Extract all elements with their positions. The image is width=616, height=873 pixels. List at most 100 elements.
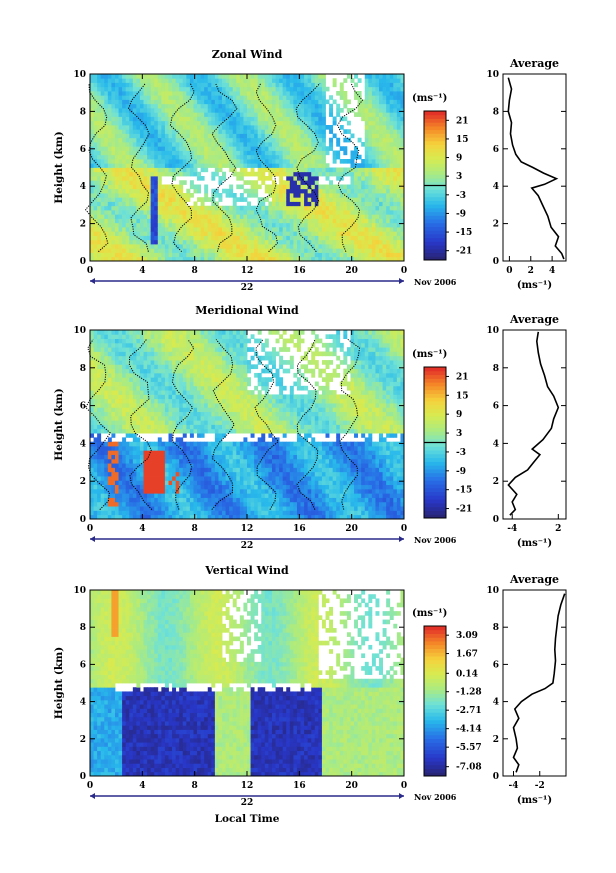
- heatmap-cell: [161, 514, 166, 520]
- heatmap-cell: [90, 239, 94, 245]
- heatmap-cell: [200, 218, 205, 224]
- heatmap-cell: [247, 188, 251, 194]
- contour-line: [127, 82, 150, 252]
- heatmap-cell: [107, 82, 112, 88]
- heatmap-cell: [222, 142, 226, 147]
- heatmap-cell: [172, 201, 177, 207]
- heatmap-cell: [150, 193, 155, 198]
- heatmap-cell: [93, 74, 98, 79]
- heatmap-cell: [264, 137, 269, 143]
- heatmap-cell: [350, 180, 355, 185]
- heatmap-cell: [189, 471, 194, 477]
- heatmap-cell: [332, 184, 337, 190]
- heatmap-cell: [97, 103, 102, 109]
- heatmap-cell: [304, 256, 309, 262]
- heatmap-cell: [332, 210, 337, 215]
- heatmap-cell: [114, 82, 119, 88]
- heatmap-cell: [218, 142, 223, 147]
- heatmap-cell: [93, 154, 98, 160]
- contour-line: [295, 82, 321, 253]
- heatmap-cell: [179, 116, 184, 122]
- heatmap-cell: [161, 493, 166, 498]
- heatmap-cell: [382, 137, 387, 143]
- heatmap-cell: [150, 214, 155, 219]
- heatmap-cell: [136, 437, 141, 443]
- heatmap-cell: [200, 167, 205, 173]
- heatmap-cell: [239, 244, 244, 249]
- heatmap-cell: [357, 210, 362, 215]
- heatmap-cell: [318, 154, 323, 160]
- heatmap-cell: [271, 150, 276, 156]
- heatmap-cell: [307, 137, 312, 143]
- heatmap-cell: [193, 78, 198, 83]
- heatmap-cell: [150, 377, 155, 382]
- heatmap-cell: [343, 256, 348, 262]
- heatmap-cell: [157, 227, 162, 232]
- heatmap-cell: [97, 407, 102, 413]
- heatmap-cell: [261, 231, 266, 236]
- heatmap-cell: [154, 394, 159, 400]
- heatmap-cell: [111, 488, 116, 494]
- heatmap-cell: [368, 171, 373, 177]
- colorbar-step: [424, 248, 446, 254]
- heatmap-cell: [118, 454, 123, 460]
- heatmap-cell: [100, 510, 105, 516]
- heatmap-cell: [129, 167, 134, 173]
- heatmap-cell: [329, 244, 334, 249]
- y-tick-label: 8: [80, 107, 86, 117]
- heatmap-cell: [271, 188, 276, 194]
- heatmap-cell: [189, 394, 194, 400]
- heatmap-cell: [164, 441, 169, 447]
- heatmap-cell: [357, 188, 362, 194]
- heatmap-cell: [254, 159, 259, 164]
- heatmap-cell: [247, 218, 251, 224]
- heatmap-cell: [129, 415, 134, 421]
- heatmap-cell: [104, 493, 109, 498]
- heatmap-cell: [264, 214, 269, 219]
- heatmap-cell: [139, 95, 144, 100]
- heatmap-cell: [111, 501, 116, 507]
- heatmap-cell: [393, 239, 398, 245]
- heatmap-cell: [122, 159, 127, 164]
- heatmap-cell: [364, 91, 369, 96]
- heatmap-cell: [122, 377, 127, 382]
- heatmap-cell: [343, 167, 348, 173]
- heatmap-cell: [200, 125, 205, 130]
- heatmap-cell: [197, 150, 202, 156]
- heatmap-cell: [132, 197, 137, 202]
- heatmap-cell: [296, 125, 301, 130]
- heatmap-cell: [129, 364, 134, 370]
- heatmap-cell: [264, 103, 269, 109]
- heatmap-cell: [157, 150, 162, 156]
- heatmap-cell: [157, 506, 162, 511]
- heatmap-cell: [189, 159, 194, 164]
- heatmap-cell: [179, 210, 184, 215]
- heatmap-cell: [132, 108, 137, 113]
- heatmap-cell: [232, 129, 237, 134]
- heatmap-cell: [122, 78, 127, 83]
- heatmap-cell: [168, 142, 173, 147]
- heatmap-cell: [271, 205, 276, 211]
- heatmap-cell: [179, 493, 184, 498]
- heatmap-cell: [125, 82, 130, 88]
- heatmap-cell: [107, 424, 112, 430]
- heatmap-cell: [243, 227, 248, 232]
- heatmap-cell: [318, 222, 323, 228]
- heatmap-cell: [90, 91, 94, 96]
- heatmap-cell: [172, 227, 177, 232]
- heatmap-cell: [136, 167, 141, 173]
- heatmap-cell: [361, 197, 366, 202]
- heatmap-cell: [389, 95, 394, 100]
- heatmap-cell: [343, 205, 348, 211]
- heatmap-cell: [143, 252, 148, 258]
- heatmap-cell: [179, 488, 184, 494]
- heatmap-cell: [118, 205, 123, 211]
- heatmap-cell: [129, 377, 134, 382]
- heatmap-cell: [296, 159, 301, 164]
- heatmap-cell: [186, 103, 191, 109]
- heatmap-cell: [122, 163, 127, 168]
- heatmap-cell: [232, 86, 237, 92]
- heatmap-cell: [118, 201, 123, 207]
- heatmap-cell: [197, 120, 202, 126]
- heatmap-cell: [104, 197, 109, 202]
